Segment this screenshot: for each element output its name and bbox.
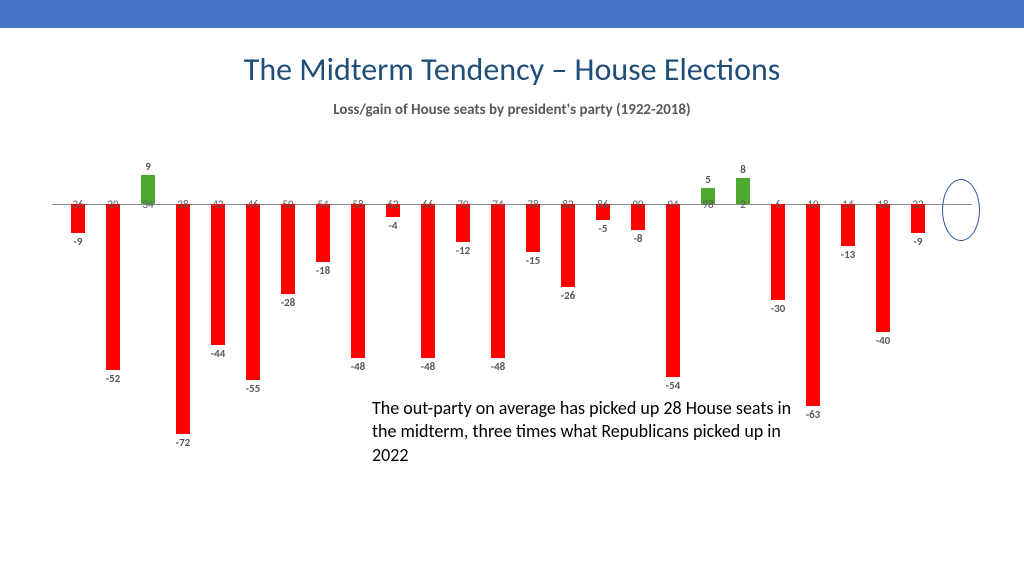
value-label: -26 [548, 289, 588, 302]
bar [806, 204, 820, 406]
bar [316, 204, 330, 262]
bar [876, 204, 890, 332]
value-label: 9 [128, 160, 168, 173]
bar [106, 204, 120, 370]
category-label: 26 [66, 198, 90, 211]
category-label: 34 [136, 198, 160, 211]
highlight-ellipse [942, 179, 980, 241]
bar [351, 204, 365, 358]
bar [526, 204, 540, 252]
value-label: -48 [408, 360, 448, 373]
value-label: -55 [233, 382, 273, 395]
category-label: 58 [346, 198, 370, 211]
bar [421, 204, 435, 358]
category-label: 38 [171, 198, 195, 211]
chart-subtitle: Loss/gain of House seats by president's … [0, 101, 1024, 119]
value-label: -28 [268, 296, 308, 309]
bar-chart: 26-930-5234938-7242-4446-5550-2854-1858-… [52, 139, 972, 499]
value-label: -63 [793, 408, 833, 421]
bar [491, 204, 505, 358]
bar [211, 204, 225, 345]
value-label: -48 [338, 360, 378, 373]
category-label: 46 [241, 198, 265, 211]
category-label: 86 [591, 198, 615, 211]
value-label: -4 [373, 219, 413, 232]
category-label: 2 [731, 198, 755, 211]
bar [281, 204, 295, 294]
value-label: -54 [653, 379, 693, 392]
bar [246, 204, 260, 380]
category-label: 42 [206, 198, 230, 211]
category-label: 10 [801, 198, 825, 211]
bar [666, 204, 680, 377]
category-label: 62 [381, 198, 405, 211]
value-label: -9 [58, 235, 98, 248]
page-title: The Midterm Tendency – House Elections [0, 50, 1024, 89]
annotation-text: The out-party on average has picked up 2… [372, 397, 792, 467]
value-label: -44 [198, 347, 238, 360]
value-label: -52 [93, 372, 133, 385]
value-label: 5 [688, 173, 728, 186]
category-label: 14 [836, 198, 860, 211]
value-label: -8 [618, 232, 658, 245]
category-label: 50 [276, 198, 300, 211]
category-label: 22 [906, 198, 930, 211]
value-label: -18 [303, 264, 343, 277]
value-label: -13 [828, 248, 868, 261]
category-label: 90 [626, 198, 650, 211]
value-label: -40 [863, 334, 903, 347]
value-label: -48 [478, 360, 518, 373]
category-label: 98 [696, 198, 720, 211]
category-label: 74 [486, 198, 510, 211]
header-bar [0, 0, 1024, 28]
value-label: -15 [513, 254, 553, 267]
value-label: -9 [898, 235, 938, 248]
bar [771, 204, 785, 300]
category-label: 66 [416, 198, 440, 211]
value-label: -30 [758, 302, 798, 315]
category-label: 30 [101, 198, 125, 211]
category-label: 82 [556, 198, 580, 211]
value-label: 8 [723, 163, 763, 176]
value-label: -72 [163, 436, 203, 449]
bar [176, 204, 190, 434]
category-label: 70 [451, 198, 475, 211]
category-label: 78 [521, 198, 545, 211]
value-label: -12 [443, 244, 483, 257]
category-label: 94 [661, 198, 685, 211]
value-label: -5 [583, 222, 623, 235]
category-label: 54 [311, 198, 335, 211]
category-label: 18 [871, 198, 895, 211]
category-label: 6 [766, 198, 790, 211]
bar [561, 204, 575, 287]
